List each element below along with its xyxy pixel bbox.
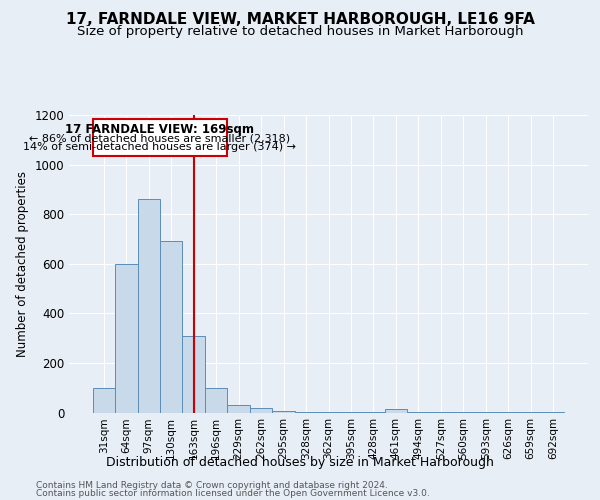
Bar [160, 242, 182, 412]
Bar [205, 388, 227, 412]
Text: 14% of semi-detached houses are larger (374) →: 14% of semi-detached houses are larger (… [23, 142, 296, 152]
Text: ← 86% of detached houses are smaller (2,318): ← 86% of detached houses are smaller (2,… [29, 133, 290, 143]
Bar [115, 264, 137, 412]
Text: 17, FARNDALE VIEW, MARKET HARBOROUGH, LE16 9FA: 17, FARNDALE VIEW, MARKET HARBOROUGH, LE… [65, 12, 535, 28]
Text: Contains HM Land Registry data © Crown copyright and database right 2024.: Contains HM Land Registry data © Crown c… [36, 482, 388, 490]
Bar [137, 200, 160, 412]
Text: Distribution of detached houses by size in Market Harborough: Distribution of detached houses by size … [106, 456, 494, 469]
Text: Contains public sector information licensed under the Open Government Licence v3: Contains public sector information licen… [36, 489, 430, 498]
Text: Size of property relative to detached houses in Market Harborough: Size of property relative to detached ho… [77, 25, 523, 38]
FancyBboxPatch shape [92, 118, 227, 156]
Text: 17 FARNDALE VIEW: 169sqm: 17 FARNDALE VIEW: 169sqm [65, 123, 254, 136]
Y-axis label: Number of detached properties: Number of detached properties [16, 171, 29, 357]
Bar [250, 408, 272, 412]
Bar [227, 405, 250, 412]
Bar [385, 409, 407, 412]
Bar [182, 336, 205, 412]
Bar [92, 388, 115, 412]
